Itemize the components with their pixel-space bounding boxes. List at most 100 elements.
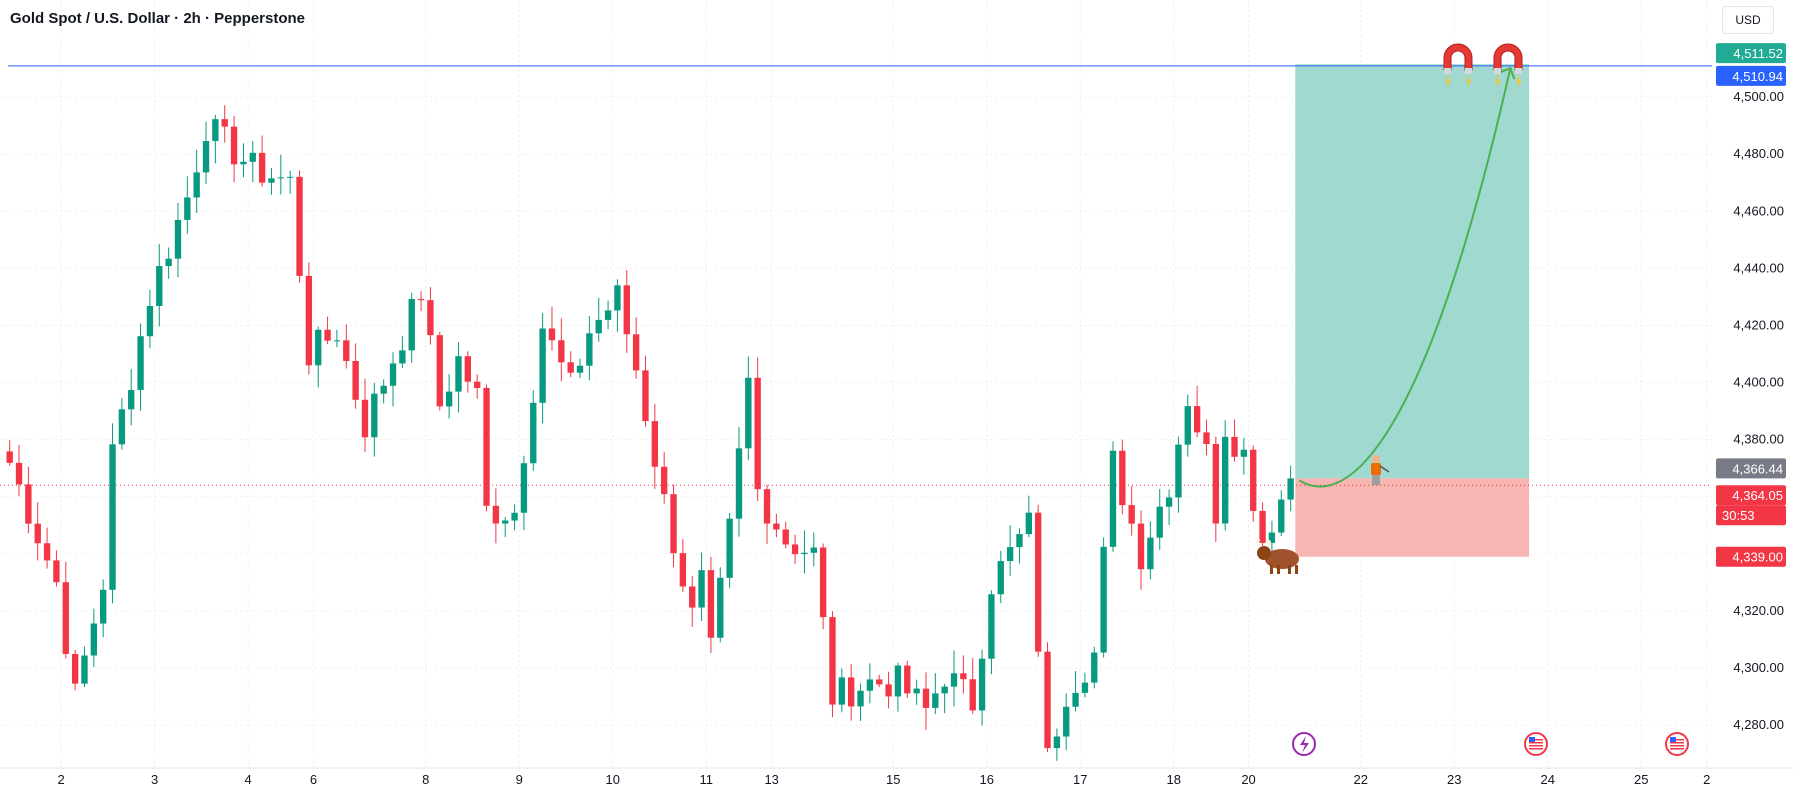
candle-body: [997, 561, 1004, 595]
candle-body: [838, 677, 845, 705]
candle-body: [25, 484, 32, 524]
candle-body: [43, 543, 51, 561]
currency-button[interactable]: USD: [1722, 6, 1774, 34]
golfer-head: [1372, 455, 1380, 463]
us-flag-icon: [1524, 732, 1548, 756]
candle-body: [146, 305, 154, 337]
candle-body: [408, 298, 415, 351]
candle-body: [885, 684, 892, 697]
candle-body: [240, 161, 247, 165]
lightning-event-icon: [1292, 732, 1316, 756]
candle-body: [810, 547, 817, 553]
candle-body: [978, 658, 986, 711]
candle-body: [717, 577, 724, 638]
x-tick-label: 23: [1447, 772, 1461, 787]
candle-body: [848, 677, 855, 707]
candle-body: [287, 176, 294, 178]
candle-body: [782, 529, 789, 545]
candle-body: [184, 197, 191, 220]
candle-body: [941, 686, 948, 694]
candle-body: [417, 298, 425, 301]
stop-price-badge: 4,339.00: [1716, 546, 1786, 567]
magnet-icon: [1493, 43, 1523, 87]
candle-body: [34, 523, 41, 544]
candle-body: [1044, 651, 1051, 749]
position-tool[interactable]: [1295, 64, 1530, 557]
candle-body: [15, 462, 23, 485]
candle-body: [1268, 532, 1276, 543]
candle-body: [268, 178, 275, 183]
countdown-bg: [1716, 505, 1786, 526]
x-tick-label: 10: [606, 772, 620, 787]
candle-body: [62, 582, 69, 654]
candle-body: [791, 544, 799, 555]
x-tick-label: 18: [1167, 772, 1181, 787]
x-tick-label: 20: [1241, 772, 1255, 787]
target-price-badge-text: 4,511.52: [1733, 46, 1783, 61]
price-axis[interactable]: 4,280.004,300.004,320.004,340.004,360.00…: [1716, 43, 1786, 732]
stop-price-badge-bg: [1716, 546, 1786, 567]
candle-body: [932, 693, 939, 708]
candle-body: [109, 444, 116, 590]
candle-body: [904, 665, 911, 694]
candle-body: [595, 319, 602, 334]
candle-body: [202, 141, 210, 173]
candle-body: [548, 328, 556, 341]
bull-leg: [1270, 565, 1273, 574]
candle-body: [698, 570, 705, 608]
candle-body: [1100, 546, 1107, 653]
candle-body: [763, 489, 771, 524]
spark-icon: [1515, 75, 1522, 87]
spark-icon: [1465, 75, 1472, 87]
bull-leg: [1288, 565, 1291, 574]
candle-body: [436, 335, 443, 407]
x-tick-label: 2: [1703, 772, 1710, 787]
flag-stripe: [1529, 739, 1543, 741]
y-tick-label: 4,400.00: [1733, 375, 1784, 390]
candle-body: [1165, 497, 1173, 507]
flag-stripe: [1529, 742, 1543, 744]
spark-icon: [1494, 75, 1501, 87]
candle-body: [1231, 436, 1238, 457]
y-tick-label: 4,380.00: [1733, 432, 1784, 447]
symbol-title: Gold Spot / U.S. Dollar · 2h · Peppersto…: [10, 10, 306, 27]
resistance-price-badge: 4,510.94: [1716, 65, 1786, 86]
candle-body: [1035, 512, 1042, 652]
x-tick-label: 22: [1354, 772, 1368, 787]
golf-club: [1379, 465, 1390, 473]
candle-body: [1184, 406, 1191, 445]
target-zone: [1295, 64, 1530, 479]
candle-body: [1006, 547, 1014, 562]
candle-body: [969, 679, 976, 711]
flag-canton: [1529, 737, 1535, 742]
candle-body: [492, 505, 500, 524]
x-tick-label: 9: [516, 772, 523, 787]
x-tick-label: 24: [1541, 772, 1555, 787]
event-circle: [1524, 732, 1548, 756]
flag-stripe: [1670, 748, 1684, 750]
candle-body: [707, 570, 715, 638]
last-price-badge: 4,366.44: [1716, 458, 1786, 479]
candle-body: [745, 377, 752, 449]
candle-body: [90, 623, 97, 656]
x-tick-label: 3: [151, 772, 158, 787]
candle-body: [81, 655, 88, 684]
magnet-tip: [1444, 68, 1451, 74]
candle-body: [1147, 537, 1154, 570]
flag-stripe: [1670, 739, 1684, 741]
candle-body: [212, 119, 219, 142]
candle-body: [1278, 499, 1285, 533]
candle-body: [642, 370, 649, 422]
x-tick-label: 8: [422, 772, 429, 787]
candle-body: [670, 494, 677, 554]
time-axis[interactable]: 2 3 4 6 8 9 10 11 13 15 16 17 18 20 22 23 24 25 2: [0, 767, 1794, 787]
candle-body: [6, 451, 13, 463]
candle-body: [632, 334, 640, 371]
candle-body: [1250, 449, 1257, 511]
x-tick-label: 2: [57, 772, 64, 787]
bull-leg: [1295, 565, 1298, 574]
current-price-badge: 4,364.05: [1716, 485, 1786, 506]
candle-body: [474, 381, 481, 388]
candle-body: [614, 285, 621, 311]
